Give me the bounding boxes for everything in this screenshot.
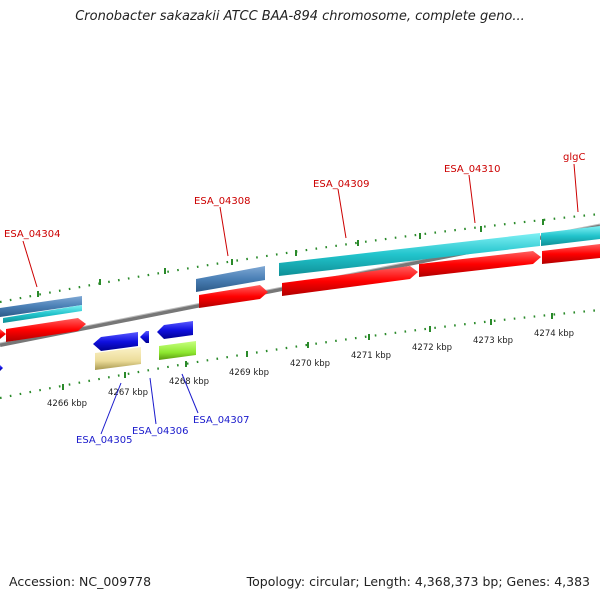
scale-label: 4272 kbp (412, 343, 452, 353)
cds-arrow-esa04306[interactable] (140, 331, 149, 343)
gene-feature-esa04304[interactable] (0, 296, 82, 317)
gene-feature-esa04308[interactable] (196, 266, 265, 292)
gene-feature-glgc[interactable] (541, 226, 600, 246)
scale-label: 4269 kbp (229, 368, 269, 378)
scale-label: 4270 kbp (290, 359, 330, 369)
gene-label-esa04307[interactable]: ESA_04307 (193, 415, 250, 426)
gene-label-esa04308[interactable]: ESA_04308 (194, 196, 251, 207)
topology-label: Topology: circular; Length: 4,368,373 bp… (246, 574, 590, 589)
reverse-major-ticks (62, 313, 553, 390)
cds-arrow-glgc[interactable] (542, 244, 600, 264)
map-title: Cronobacter sakazakii ATCC BAA-894 chrom… (75, 9, 525, 24)
scale-label: 4274 kbp (534, 329, 574, 339)
scale-label: 4266 kbp (47, 399, 87, 409)
gene-label-esa04304[interactable]: ESA_04304 (4, 229, 61, 240)
gene-feature-esa04304-cyan[interactable] (3, 305, 82, 323)
cds-arrow-esa04304[interactable] (6, 318, 86, 342)
gene-label-esa04310[interactable]: ESA_04310 (444, 164, 501, 175)
forward-label-leaders (22, 163, 579, 288)
gene-label-esa04306[interactable]: ESA_04306 (132, 426, 189, 437)
scale-label: 4273 kbp (473, 336, 513, 346)
cds-arrow-left-edge[interactable] (0, 329, 6, 339)
gene-label-glgc[interactable]: glgC (563, 152, 585, 163)
scale-label: 4267 kbp (108, 388, 148, 398)
cds-arrow-esa04310[interactable] (419, 251, 541, 277)
accession-label: Accession: NC_009778 (9, 574, 152, 589)
cds-arrow-esa04308[interactable] (199, 285, 268, 308)
cds-arrow-esa04309[interactable] (282, 266, 418, 296)
gene-feature-esa04305[interactable] (95, 347, 141, 370)
gene-feature-esa04309-esa04310[interactable] (279, 233, 540, 276)
forward-major-ticks (37, 219, 544, 297)
cds-arrow-esa04305[interactable] (93, 332, 138, 351)
gene-feature-esa04307[interactable] (159, 341, 196, 360)
scale-label: 4271 kbp (351, 351, 391, 361)
reverse-label-leaders (100, 373, 199, 435)
gene-label-esa04305[interactable]: ESA_04305 (76, 435, 133, 446)
reverse-tick-track (0, 308, 600, 400)
cds-arrow-esa04307[interactable] (157, 321, 193, 339)
scale-label: 4268 kbp (169, 377, 209, 387)
cds-arrow-left-reverse[interactable] (0, 365, 3, 371)
gene-label-esa04309[interactable]: ESA_04309 (313, 179, 370, 190)
